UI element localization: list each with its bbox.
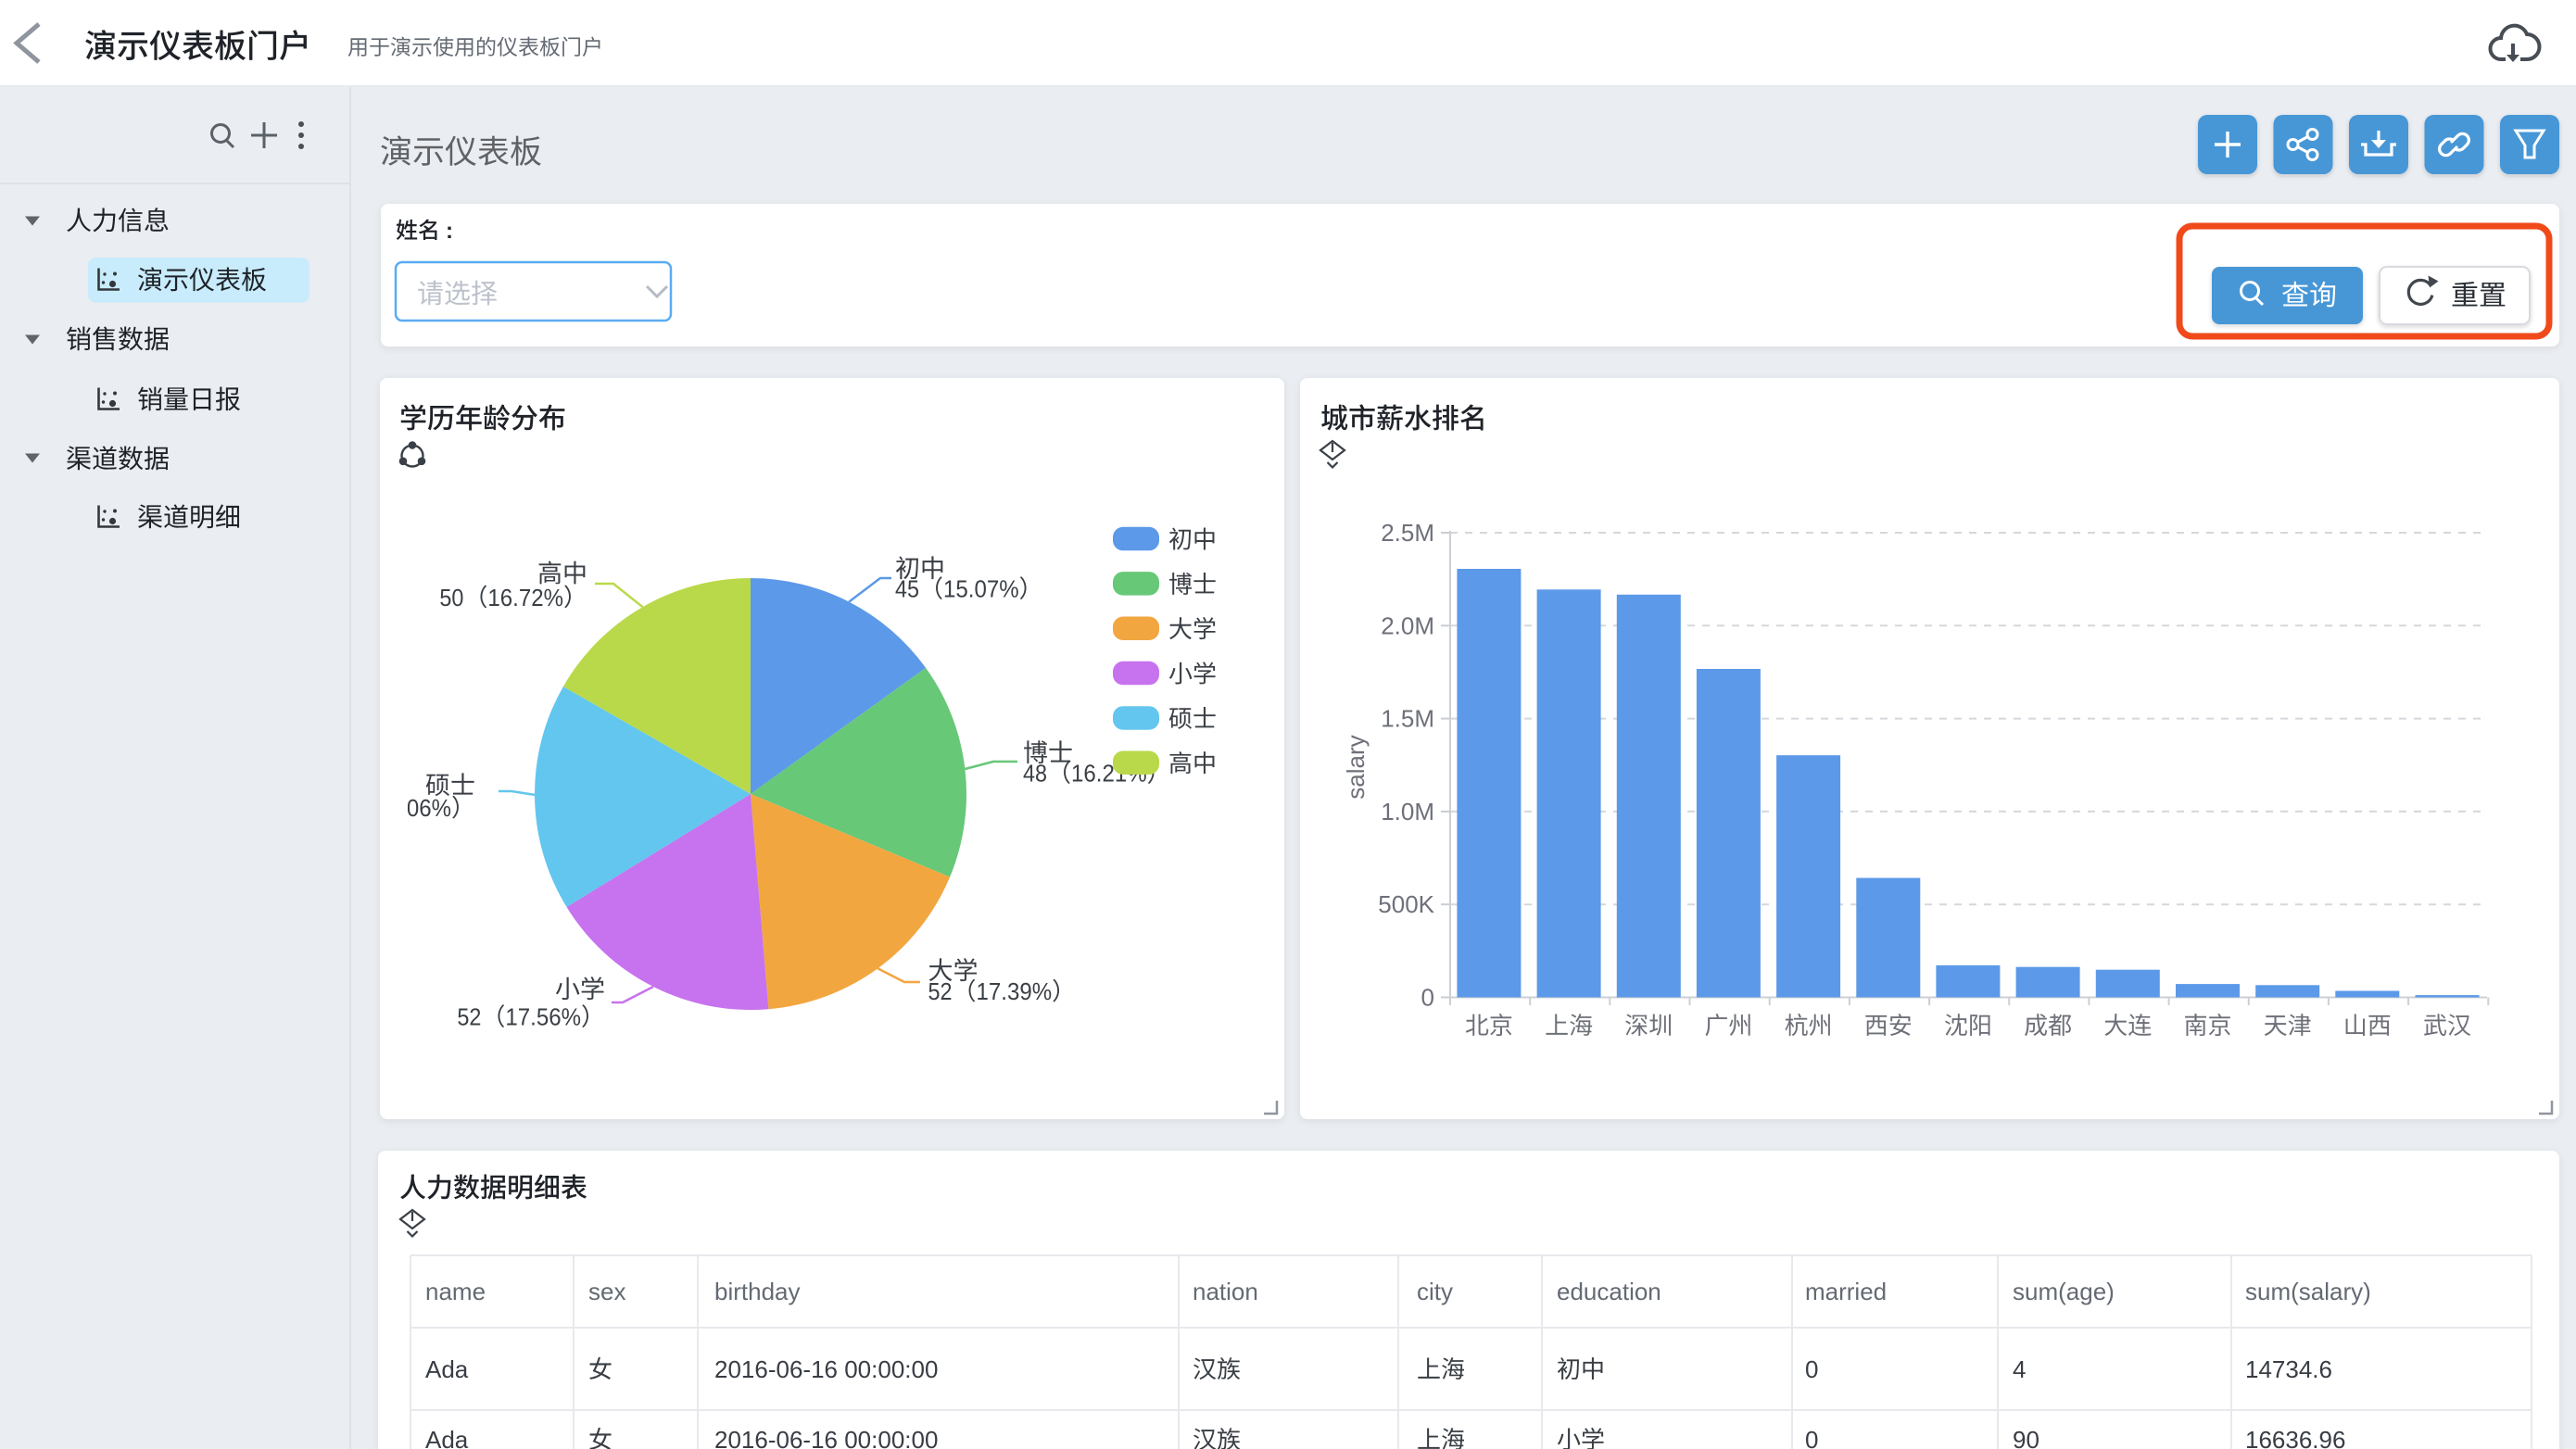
svg-text:married: married [1805, 1278, 1887, 1305]
svg-text:52: 52 [457, 1003, 481, 1031]
svg-text:sum(age): sum(age) [2013, 1278, 2115, 1305]
svg-text:1.5M: 1.5M [1381, 705, 1434, 733]
svg-text:17.39%: 17.39% [977, 977, 1053, 1005]
svg-text:2016-06-16 00:00:00: 2016-06-16 00:00:00 [714, 1426, 938, 1449]
svg-text:17.06%: 17.06% [375, 794, 451, 822]
svg-text:2016-06-16 00:00:00: 2016-06-16 00:00:00 [714, 1355, 938, 1383]
svg-text:Ada: Ada [425, 1355, 469, 1383]
svg-text:500K: 500K [1378, 890, 1434, 918]
svg-text:1.0M: 1.0M [1381, 798, 1434, 825]
svg-text:14734.6: 14734.6 [2245, 1355, 2332, 1383]
svg-text:16636.96: 16636.96 [2245, 1426, 2345, 1449]
svg-text:2.5M: 2.5M [1381, 519, 1434, 547]
svg-text:city: city [1417, 1278, 1453, 1305]
svg-text:0: 0 [1805, 1355, 1818, 1383]
svg-text:Ada: Ada [425, 1426, 469, 1449]
svg-text::: : [446, 219, 453, 244]
svg-text:sum(salary): sum(salary) [2245, 1278, 2371, 1305]
svg-text:birthday: birthday [714, 1278, 801, 1305]
svg-text:0: 0 [1805, 1426, 1818, 1449]
svg-text:0: 0 [1421, 984, 1434, 1012]
svg-text:education: education [1557, 1278, 1661, 1305]
svg-text:90: 90 [2013, 1426, 2039, 1449]
svg-text:50: 50 [439, 584, 463, 611]
svg-text:45: 45 [895, 575, 919, 603]
svg-text:salary: salary [1342, 735, 1370, 799]
svg-text:2.0M: 2.0M [1381, 611, 1434, 639]
svg-text:16.72%: 16.72% [487, 584, 563, 611]
svg-text:4: 4 [2013, 1355, 2026, 1383]
svg-text:nation: nation [1193, 1278, 1258, 1305]
svg-text:15.07%: 15.07% [943, 575, 1019, 603]
svg-text:48: 48 [1023, 760, 1047, 788]
svg-text:name: name [425, 1278, 486, 1305]
svg-text:52: 52 [928, 977, 953, 1005]
svg-text:17.56%: 17.56% [505, 1003, 581, 1031]
svg-text:sex: sex [588, 1278, 625, 1305]
